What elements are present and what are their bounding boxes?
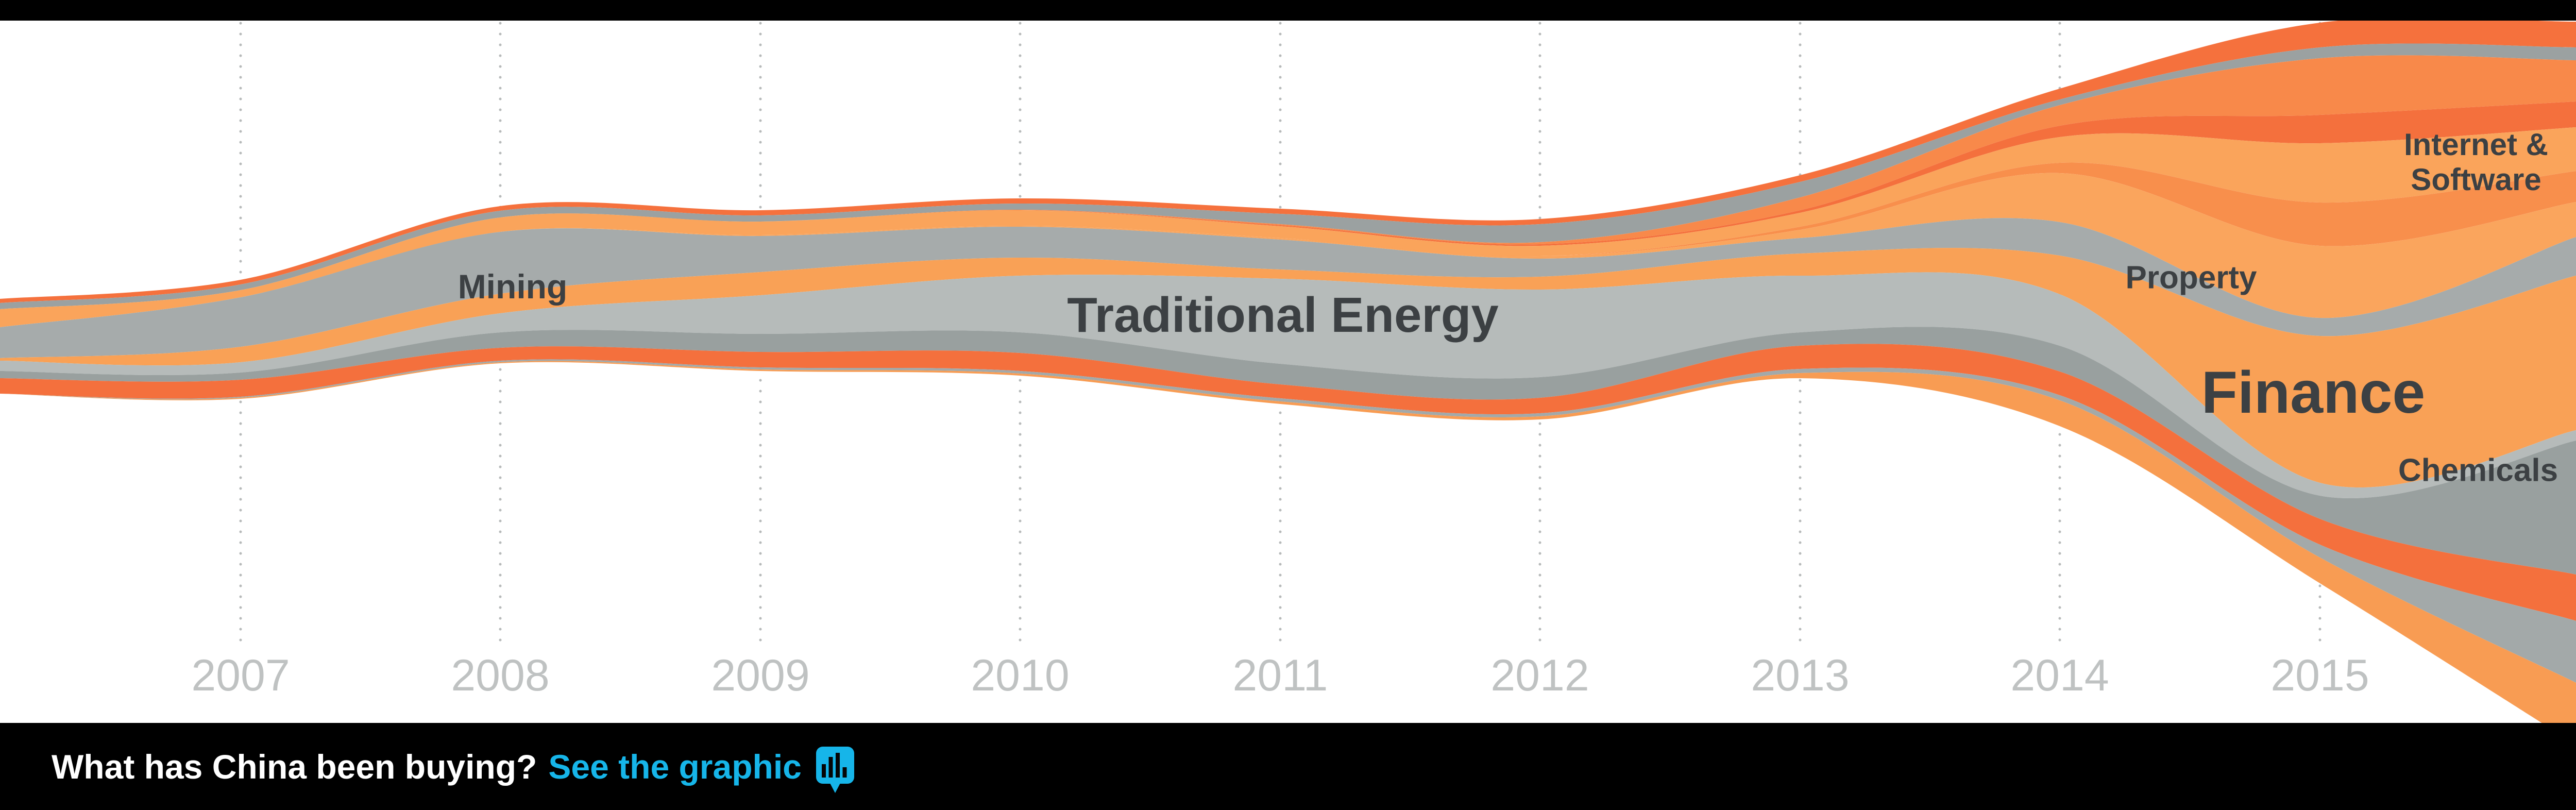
year-axis-label: 2008 bbox=[451, 651, 550, 700]
year-axis-label: 2015 bbox=[2270, 651, 2369, 700]
year-axis-label: 2014 bbox=[2010, 651, 2109, 700]
stream-band-light-gray-energy bbox=[0, 272, 2576, 499]
stream-band-light-orange-property bbox=[0, 173, 2576, 327]
label-property: Property bbox=[2125, 260, 2257, 296]
stream-band-gray-chemicals bbox=[0, 327, 2576, 575]
footer-text: What has China been buying? See the grap… bbox=[0, 742, 855, 794]
label-mining: Mining bbox=[457, 267, 568, 306]
icon-bar bbox=[821, 764, 826, 778]
icon-bar bbox=[835, 752, 840, 778]
label-internet-software-line: Software bbox=[2411, 162, 2541, 197]
label-chemicals: Chemicals bbox=[2398, 452, 2558, 488]
top-black-bar bbox=[0, 0, 2576, 21]
bar-chart-bubble-icon[interactable] bbox=[815, 746, 855, 794]
footer-question: What has China been buying? bbox=[52, 747, 537, 786]
label-internet-software-line: Internet & bbox=[2403, 127, 2549, 162]
year-axis-label: 2012 bbox=[1490, 651, 1589, 700]
year-axis-label: 2011 bbox=[1232, 651, 1328, 700]
footer-bar: What has China been buying? See the grap… bbox=[0, 723, 2576, 810]
label-finance: Finance bbox=[2201, 360, 2426, 426]
icon-bar bbox=[828, 756, 833, 778]
year-axis-label: 2009 bbox=[711, 651, 810, 700]
year-axis-label: 2010 bbox=[971, 651, 1070, 700]
label-traditional-energy: Traditional Energy bbox=[1067, 288, 1499, 343]
stream-band-light-orange-finance bbox=[0, 248, 2576, 488]
stream-band-gray-top bbox=[0, 43, 2576, 310]
stream-band-medium-orange-1 bbox=[0, 55, 2576, 309]
stream-band-light-orange-upper bbox=[0, 127, 2576, 327]
see-the-graphic-link[interactable]: See the graphic bbox=[548, 747, 802, 786]
stream-band-deep-orange-stripe bbox=[0, 102, 2576, 309]
icon-bubble-tail bbox=[829, 783, 840, 793]
stream-band-gray-mining bbox=[0, 218, 2576, 358]
stream-band-deep-orange-top bbox=[0, 17, 2576, 303]
year-axis-label: 2013 bbox=[1751, 651, 1850, 700]
icon-bar bbox=[842, 767, 847, 778]
year-axis-label: 2007 bbox=[191, 651, 290, 700]
label-internet-software: Internet & Software bbox=[2332, 127, 2576, 197]
